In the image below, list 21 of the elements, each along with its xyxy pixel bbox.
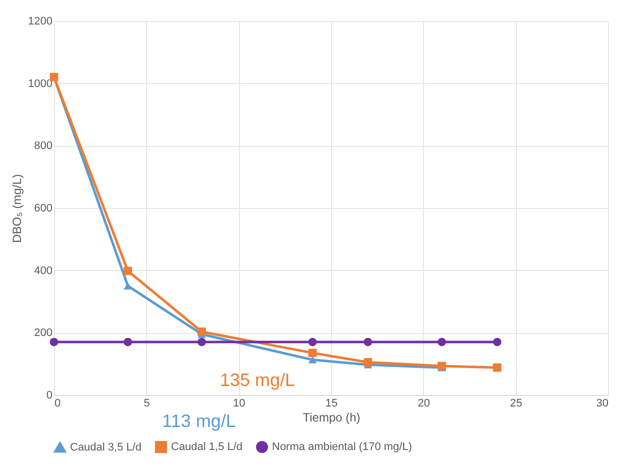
y-tick-label: 1200 <box>28 16 52 28</box>
y-tick-label: 1000 <box>28 78 52 90</box>
x-tick-label: 10 <box>233 398 246 410</box>
y-tick-label: 400 <box>34 264 52 277</box>
legend-label: Caudal 1,5 L/d <box>171 441 243 453</box>
x-tick-label: 25 <box>510 398 522 410</box>
y-tick-label: 0 <box>46 390 52 402</box>
x-tick-label: 15 <box>325 398 338 410</box>
y-axis-title: DBO₅ (mg/L) <box>10 174 24 243</box>
annotation: 135 mg/L <box>220 370 296 390</box>
x-tick-label: 0 <box>54 398 61 410</box>
y-tick-label: 200 <box>34 327 52 340</box>
x-tick-label: 20 <box>418 398 430 410</box>
y-tick-label: 600 <box>34 202 52 214</box>
legend-label: Norma ambiental (170 mg/L) <box>272 441 412 453</box>
x-axis-title: Tiempo (h) <box>302 410 360 424</box>
text: 113 mg/L <box>162 411 236 431</box>
y-tick-label: 800 <box>34 140 52 152</box>
x-tick-label: 30 <box>596 398 608 410</box>
x-tick-label: 5 <box>144 398 150 410</box>
legend-label: Caudal 3,5 L/d <box>70 441 142 454</box>
